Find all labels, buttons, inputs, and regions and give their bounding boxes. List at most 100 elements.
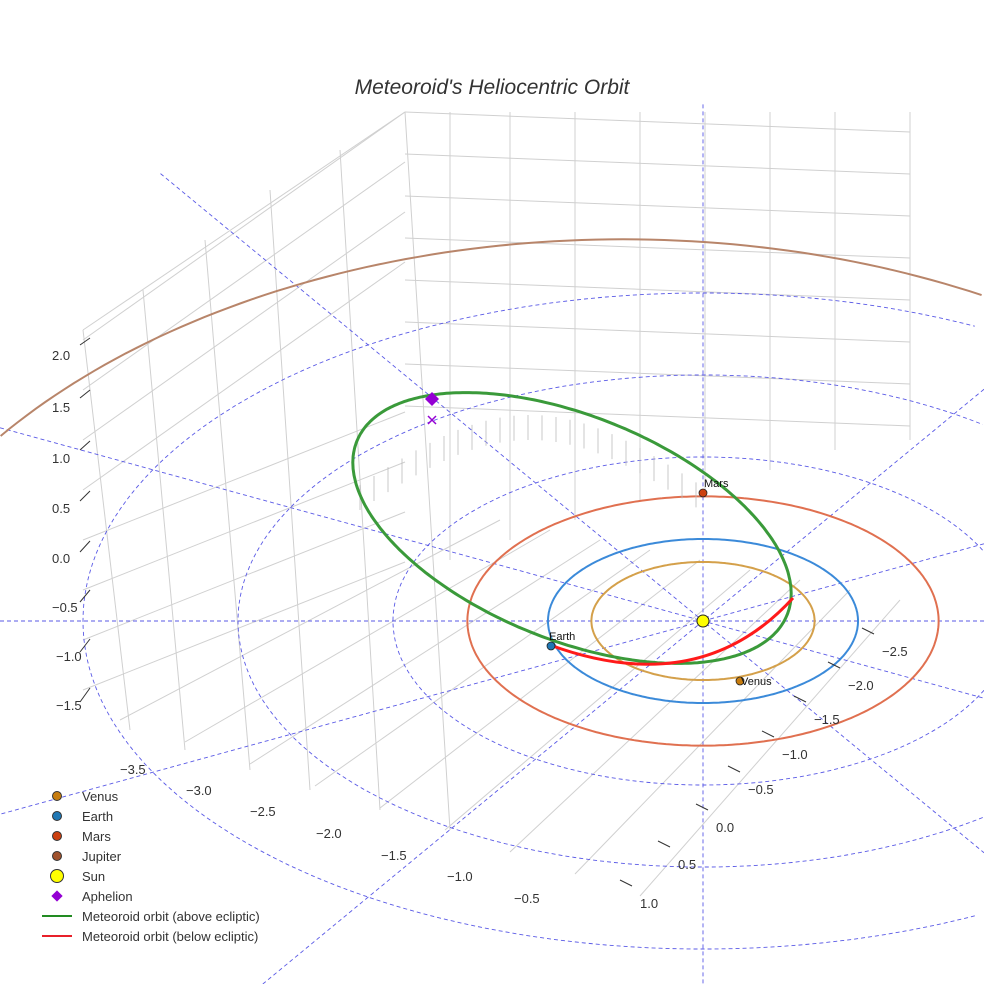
y-tick-label: −0.5 <box>748 782 774 797</box>
drop-lines <box>359 415 697 510</box>
grid-line <box>82 511 406 641</box>
legend-label: Sun <box>82 868 106 884</box>
line-icon <box>40 915 74 917</box>
z-tick <box>79 638 91 653</box>
planet-marker-venus <box>735 676 745 686</box>
grid-line <box>82 111 406 341</box>
z-tick-label: −1.0 <box>56 649 82 664</box>
aphelion-marker <box>425 392 439 406</box>
x-tick-label: −1.5 <box>381 848 407 863</box>
legend-item[interactable]: Venus <box>40 786 260 806</box>
grid-line <box>184 529 551 743</box>
z-tick <box>79 490 91 502</box>
grid-line <box>269 189 311 791</box>
meteoroid-orbit-below <box>549 596 795 666</box>
sun-marker <box>696 614 710 628</box>
circle-icon <box>40 791 74 801</box>
grid-line <box>82 461 406 591</box>
x-tick-label: −0.5 <box>514 891 540 906</box>
ecliptic-ring <box>82 292 975 950</box>
orbit-jupiter-arc <box>0 238 982 437</box>
grid-line <box>82 161 406 391</box>
grid-line <box>119 519 501 721</box>
y-tick <box>657 840 671 848</box>
grid-line <box>404 279 911 301</box>
legend-label: Meteoroid orbit (below ecliptic) <box>82 928 259 944</box>
y-tick <box>619 879 633 887</box>
z-tick-label: 1.5 <box>52 400 70 415</box>
z-tick-label: −0.5 <box>52 600 78 615</box>
grid-line <box>82 261 406 491</box>
orbit-venus <box>590 561 816 681</box>
grid-line <box>82 329 131 731</box>
grid-line <box>142 289 186 751</box>
grid-line <box>379 559 701 809</box>
ecliptic-spoke <box>262 388 984 984</box>
x-tick-label: −2.5 <box>250 804 276 819</box>
legend-item[interactable]: Aphelion <box>40 886 260 906</box>
legend-item[interactable]: Earth <box>40 806 260 826</box>
z-tick <box>79 389 91 399</box>
y-tick-label: 0.5 <box>678 857 696 872</box>
legend-item[interactable]: Sun <box>40 866 260 886</box>
legend-label: Jupiter <box>82 848 122 864</box>
planet-label-mars: Mars <box>704 478 729 490</box>
grid-line <box>314 549 651 787</box>
legend: Venus Earth Mars Jupiter Sun Aphelion Meteoroi… <box>40 786 260 946</box>
meteoroid-orbit-above <box>351 391 793 665</box>
ecliptic-spoke <box>0 427 984 699</box>
ecliptic-spoke <box>0 543 984 815</box>
x-tick-label: −2.0 <box>316 826 342 841</box>
orbit-mars <box>466 495 940 747</box>
grid-line <box>404 195 911 217</box>
legend-label: Mars <box>82 828 111 844</box>
legend-label: Aphelion <box>82 888 133 904</box>
x-tick-label: −1.0 <box>447 869 473 884</box>
y-tick-label: −2.0 <box>848 678 874 693</box>
z-tick-label: 0.5 <box>52 501 70 516</box>
diamond-icon <box>40 890 74 902</box>
z-tick <box>79 440 91 451</box>
grid-line <box>404 405 911 427</box>
z-tick-label: 2.0 <box>52 348 70 363</box>
line-icon <box>40 935 74 937</box>
legend-item[interactable]: Meteoroid orbit (above ecliptic) <box>40 906 260 926</box>
circle-icon <box>40 851 74 861</box>
grid-line <box>404 363 911 385</box>
planet-marker-earth <box>546 641 556 651</box>
z-tick-label: 0.0 <box>52 551 70 566</box>
grid-line <box>82 211 406 441</box>
grid-line <box>82 561 406 691</box>
legend-item[interactable]: Meteoroid orbit (below ecliptic) <box>40 926 260 946</box>
grid-line <box>404 237 911 259</box>
legend-label: Venus <box>82 788 119 804</box>
circle-icon <box>40 831 74 841</box>
grid-line <box>404 153 911 175</box>
legend-item[interactable]: Mars <box>40 826 260 846</box>
grid-line <box>444 569 751 831</box>
y-tick <box>761 730 775 738</box>
x-tick-label: −3.0 <box>186 783 212 798</box>
grid-line <box>404 111 911 133</box>
grid-line <box>639 599 901 897</box>
chart-title: Meteoroid's Heliocentric Orbit <box>354 76 630 99</box>
legend-label: Earth <box>82 808 114 824</box>
y-tick <box>727 765 741 773</box>
z-tick <box>79 337 91 346</box>
z-tick-label: 1.0 <box>52 451 70 466</box>
z-tick <box>79 540 91 553</box>
y-tick-label: 1.0 <box>640 896 658 911</box>
z-tick <box>79 589 91 603</box>
legend-item[interactable]: Jupiter <box>40 846 260 866</box>
grid-line <box>574 589 851 875</box>
circle-icon <box>40 811 74 821</box>
y-tick-label: −1.0 <box>782 747 808 762</box>
y-tick <box>695 803 709 811</box>
grid-line <box>204 239 251 771</box>
planet-marker-mars <box>698 488 708 498</box>
grid-line <box>404 111 451 831</box>
ecliptic-spoke <box>160 173 984 854</box>
grid-line <box>82 411 406 541</box>
grid-line <box>404 321 911 343</box>
